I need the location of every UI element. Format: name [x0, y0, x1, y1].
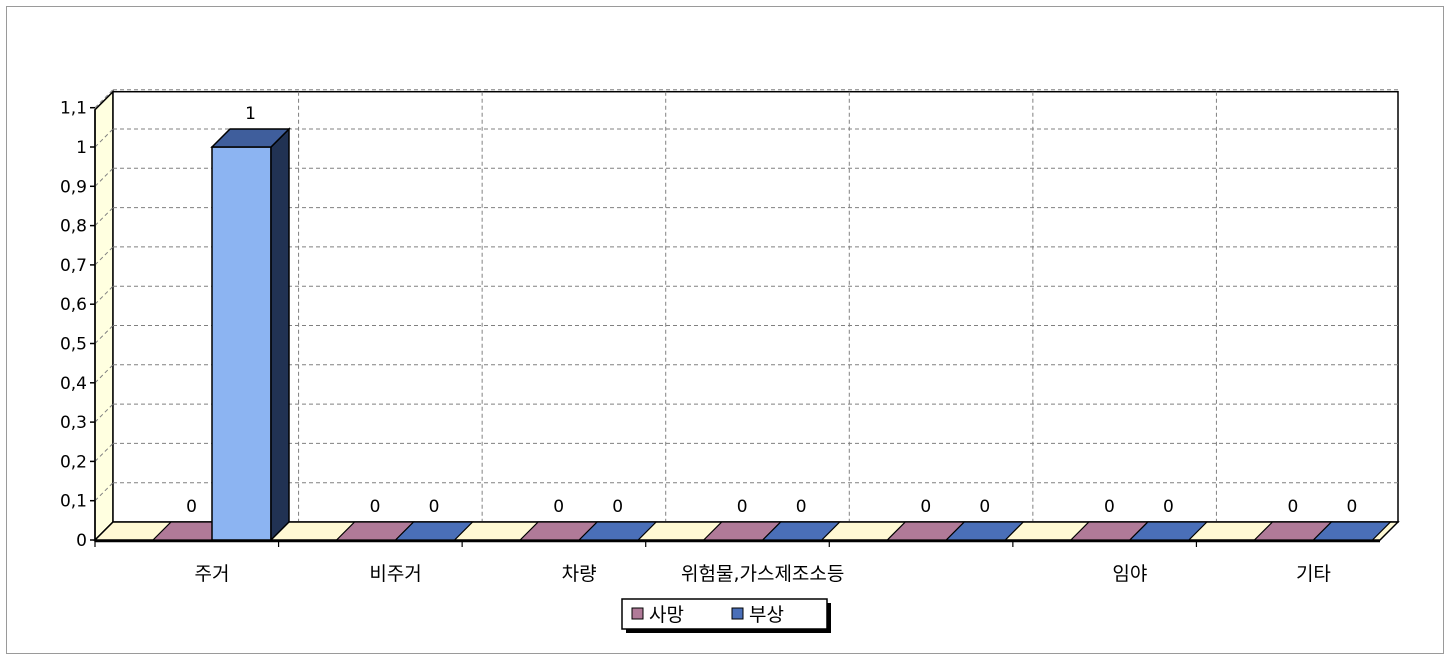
bar-flat [394, 521, 475, 541]
y-tick-label: 0,5 [60, 335, 87, 355]
bar-6-1 [1311, 521, 1392, 541]
chart-side-wall [94, 89, 114, 542]
x-tick-label: 비주거 [369, 563, 421, 585]
gridline-wall [94, 403, 114, 423]
bar-4-1 [944, 521, 1025, 541]
bar-flat [577, 521, 658, 541]
bar-3-1 [761, 521, 842, 541]
bar-0-1 [210, 127, 291, 542]
y-tick-label: 0 [76, 531, 87, 551]
data-label: 0 [612, 497, 623, 517]
gridline-wall [94, 128, 114, 148]
y-tick-label: 0,3 [60, 413, 87, 433]
y-tick-label: 0,7 [60, 256, 87, 276]
gridline-wall [94, 285, 114, 305]
bar-flat [761, 521, 842, 541]
data-label: 0 [796, 497, 807, 517]
data-label: 0 [1104, 497, 1115, 517]
data-label: 0 [553, 497, 564, 517]
gridline-wall [94, 89, 114, 109]
bar-flat [1311, 521, 1392, 541]
data-label: 0 [1288, 497, 1299, 517]
bar-flat [1128, 521, 1209, 541]
data-label: 0 [429, 497, 440, 517]
chart-back-plane [112, 90, 1399, 523]
y-tick-label: 0,1 [60, 492, 87, 512]
data-label: 0 [920, 497, 931, 517]
data-label: 0 [370, 497, 381, 517]
y-tick-label: 1 [76, 138, 87, 158]
y-tick-label: 0,9 [60, 177, 87, 197]
x-tick-label: 위험물,가스제조소등 [681, 563, 844, 585]
bar-1-1 [394, 521, 475, 541]
x-tick-label: 주거 [195, 563, 230, 585]
bar-flat [944, 521, 1025, 541]
data-label: 0 [186, 497, 197, 517]
gridline-wall [94, 246, 114, 266]
gridline-wall [94, 207, 114, 226]
legend-swatch [631, 607, 644, 620]
data-label: 0 [979, 497, 990, 517]
bar-side [270, 127, 290, 542]
y-tick-label: 0,2 [60, 452, 87, 472]
legend-swatch [731, 607, 744, 620]
data-label: 0 [737, 497, 748, 517]
gridline-wall [94, 167, 114, 187]
x-tick-label: 임야 [1112, 563, 1147, 585]
y-tick-label: 0,4 [60, 374, 87, 394]
gridline-wall [94, 482, 114, 502]
y-tick-label: 1,1 [60, 99, 87, 119]
bar-top [210, 128, 291, 148]
gridline-wall [94, 325, 114, 344]
x-tick-label: 기타 [1296, 563, 1331, 585]
bar-5-1 [1128, 521, 1209, 541]
gridline-wall [94, 364, 114, 384]
gridline-wall [94, 443, 114, 462]
data-label: 1 [245, 104, 256, 124]
legend-box [621, 598, 828, 630]
legend-label: 사망 [649, 604, 684, 626]
y-tick-label: 0,8 [60, 217, 87, 237]
bar-2-1 [577, 521, 658, 541]
data-label: 0 [1347, 497, 1358, 517]
data-label: 0 [1163, 497, 1174, 517]
x-tick-label: 차량 [562, 563, 597, 585]
legend-label: 부상 [749, 604, 784, 626]
y-tick-label: 0,6 [60, 295, 87, 315]
bar-front [211, 146, 272, 541]
